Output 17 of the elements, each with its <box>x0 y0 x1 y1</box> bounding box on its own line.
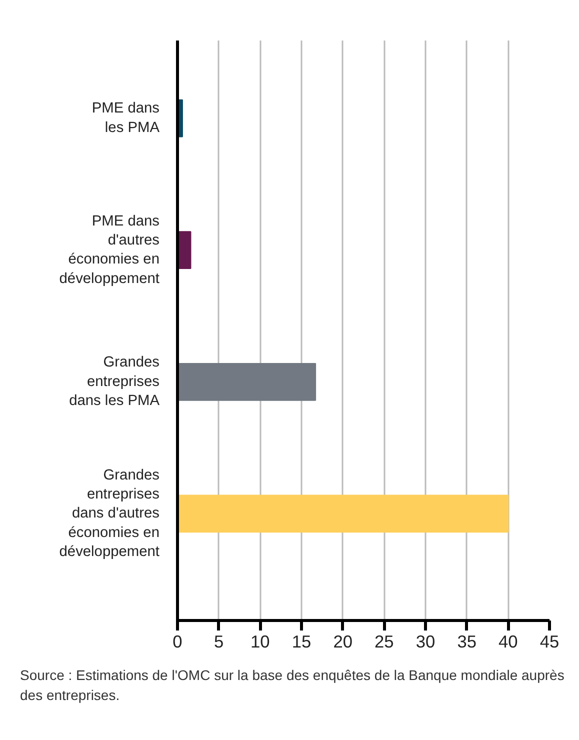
x-tick-label: 35 <box>457 632 476 652</box>
x-tick-label: 40 <box>498 632 518 652</box>
x-tick-label: 30 <box>416 632 436 652</box>
source-note: Source : Estimations de l'OMC sur la base des enquêtes de la Banque mondiale auprès des entreprises. <box>20 666 565 705</box>
x-tick-label: 5 <box>214 632 224 652</box>
x-tick-label: 0 <box>172 632 182 652</box>
x-tick-label: 10 <box>250 632 270 652</box>
bar <box>178 494 509 533</box>
bar <box>178 362 316 401</box>
x-tick-label: 20 <box>333 632 352 652</box>
x-tick-label: 25 <box>374 632 394 652</box>
y-tick-label: PME dans les PMA <box>92 100 160 136</box>
y-tick-label: Grandes entreprises dans d'autres économies en développement <box>59 467 160 560</box>
x-tick-label: 15 <box>292 632 312 652</box>
y-tick-label: Grandes entreprises dans les PMA <box>69 354 160 410</box>
x-tick-label: 45 <box>540 632 560 652</box>
y-tick-label: PME dans d'autres économies en développement <box>59 213 160 287</box>
